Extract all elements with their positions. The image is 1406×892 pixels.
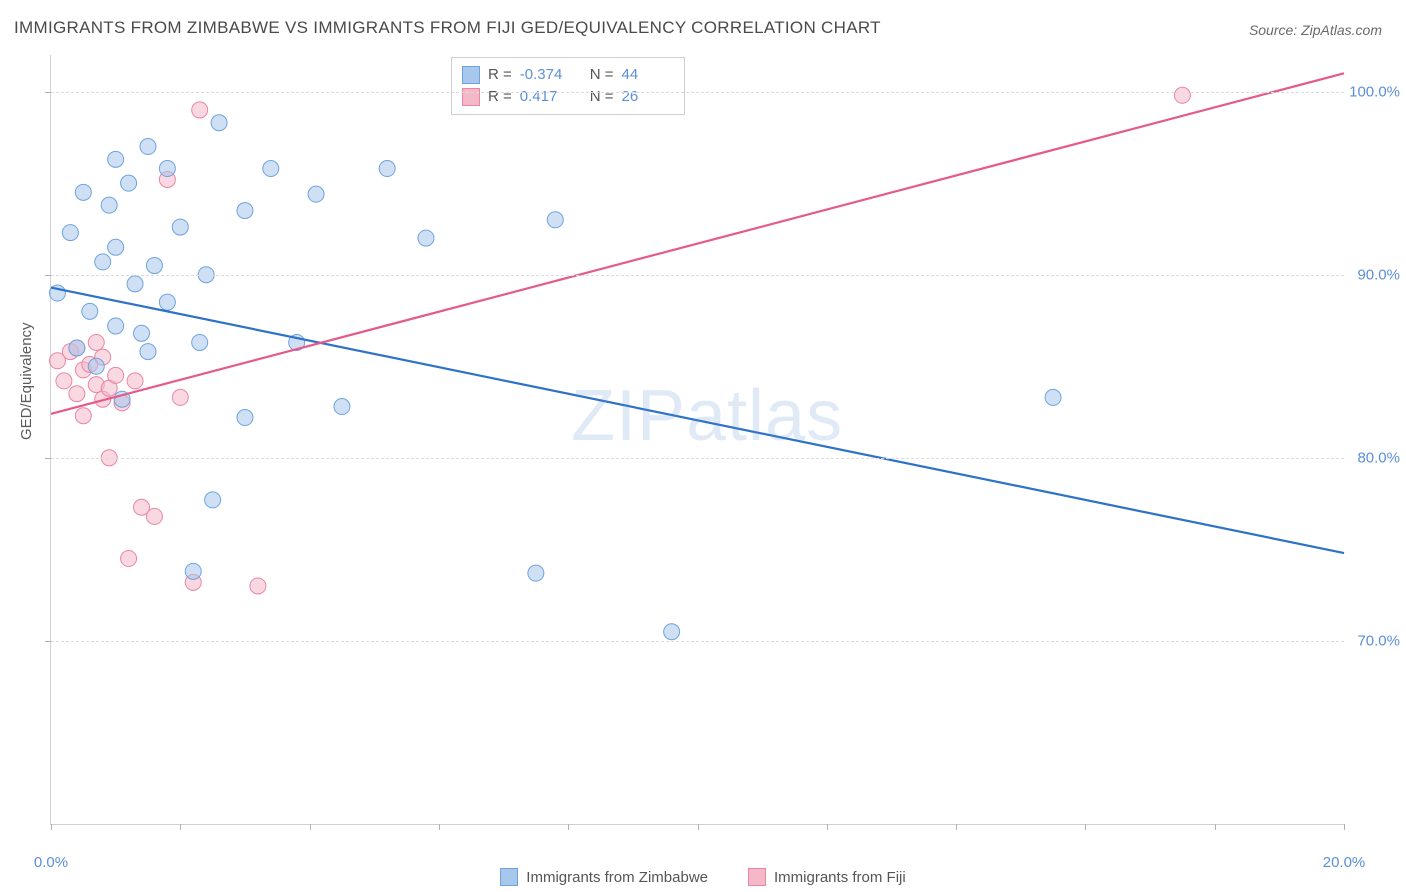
scatter-point-series1 <box>108 239 124 255</box>
scatter-point-series1 <box>334 399 350 415</box>
scatter-point-series1 <box>140 344 156 360</box>
scatter-point-series1 <box>101 197 117 213</box>
scatter-point-series1 <box>528 565 544 581</box>
r-label: R = <box>488 86 512 108</box>
scatter-point-series1 <box>1045 389 1061 405</box>
scatter-point-series2 <box>121 551 137 567</box>
y-axis-label: GED/Equivalency <box>18 322 35 440</box>
scatter-point-series1 <box>172 219 188 235</box>
n-label: N = <box>590 86 614 108</box>
scatter-point-series1 <box>159 294 175 310</box>
scatter-point-series1 <box>547 212 563 228</box>
scatter-point-series1 <box>88 358 104 374</box>
gridline-h <box>51 641 1344 642</box>
statbox-row: R = 0.417 N = 26 <box>462 86 670 108</box>
ytick <box>45 275 51 276</box>
r-value: -0.374 <box>520 64 568 86</box>
scatter-point-series1 <box>62 225 78 241</box>
scatter-point-series2 <box>69 386 85 402</box>
scatter-point-series1 <box>108 318 124 334</box>
ytick <box>45 641 51 642</box>
legend-label: Immigrants from Fiji <box>774 869 906 886</box>
bottom-legend: Immigrants from Zimbabwe Immigrants from… <box>0 868 1406 886</box>
swatch-series1 <box>500 868 518 886</box>
scatter-point-series1 <box>121 175 137 191</box>
statbox-row: R = -0.374 N = 44 <box>462 64 670 86</box>
scatter-point-series1 <box>237 203 253 219</box>
n-value: 44 <box>622 64 670 86</box>
scatter-point-series1 <box>146 258 162 274</box>
scatter-point-series1 <box>185 563 201 579</box>
legend-item-series2: Immigrants from Fiji <box>748 868 906 886</box>
gridline-h <box>51 458 1344 459</box>
xtick <box>1215 824 1216 830</box>
scatter-point-series1 <box>82 303 98 319</box>
source-attribution: Source: ZipAtlas.com <box>1249 22 1382 38</box>
xtick <box>956 824 957 830</box>
scatter-point-series1 <box>308 186 324 202</box>
xtick <box>698 824 699 830</box>
regression-line-series2 <box>51 73 1344 414</box>
n-label: N = <box>590 64 614 86</box>
ytick-label: 70.0% <box>1357 632 1400 649</box>
scatter-point-series1 <box>379 161 395 177</box>
scatter-point-series2 <box>56 373 72 389</box>
correlation-statbox: R = -0.374 N = 44 R = 0.417 N = 26 <box>451 57 685 115</box>
scatter-point-series2 <box>172 389 188 405</box>
scatter-point-series1 <box>95 254 111 270</box>
scatter-point-series1 <box>418 230 434 246</box>
scatter-point-series2 <box>250 578 266 594</box>
xtick <box>1344 824 1345 830</box>
scatter-point-series1 <box>263 161 279 177</box>
xtick <box>568 824 569 830</box>
chart-title: IMMIGRANTS FROM ZIMBABWE VS IMMIGRANTS F… <box>14 18 881 38</box>
r-label: R = <box>488 64 512 86</box>
scatter-point-series2 <box>88 334 104 350</box>
scatter-point-series1 <box>75 184 91 200</box>
gridline-h <box>51 92 1344 93</box>
ytick <box>45 92 51 93</box>
scatter-point-series1 <box>192 334 208 350</box>
n-value: 26 <box>622 86 670 108</box>
scatter-point-series1 <box>69 340 85 356</box>
plot-area: ZIPatlas R = -0.374 N = 44 R = 0.417 N =… <box>50 55 1344 825</box>
xtick <box>439 824 440 830</box>
ytick <box>45 458 51 459</box>
swatch-series1 <box>462 66 480 84</box>
scatter-point-series1 <box>664 624 680 640</box>
xtick <box>827 824 828 830</box>
legend-label: Immigrants from Zimbabwe <box>526 869 708 886</box>
xtick <box>310 824 311 830</box>
legend-item-series1: Immigrants from Zimbabwe <box>500 868 708 886</box>
xtick <box>180 824 181 830</box>
scatter-point-series1 <box>205 492 221 508</box>
scatter-point-series1 <box>140 139 156 155</box>
scatter-point-series1 <box>134 325 150 341</box>
scatter-point-series2 <box>1174 87 1190 103</box>
swatch-series2 <box>748 868 766 886</box>
ytick-label: 90.0% <box>1357 266 1400 283</box>
xtick <box>1085 824 1086 830</box>
scatter-point-series2 <box>108 367 124 383</box>
scatter-point-series1 <box>159 161 175 177</box>
scatter-point-series1 <box>108 151 124 167</box>
scatter-point-series2 <box>127 373 143 389</box>
xtick <box>51 824 52 830</box>
scatter-point-series2 <box>75 408 91 424</box>
ytick-label: 80.0% <box>1357 449 1400 466</box>
scatter-point-series1 <box>211 115 227 131</box>
scatter-point-series1 <box>237 410 253 426</box>
scatter-point-series1 <box>127 276 143 292</box>
chart-svg <box>51 55 1344 824</box>
ytick-label: 100.0% <box>1349 83 1400 100</box>
scatter-point-series2 <box>192 102 208 118</box>
scatter-point-series2 <box>146 508 162 524</box>
gridline-h <box>51 275 1344 276</box>
r-value: 0.417 <box>520 86 568 108</box>
